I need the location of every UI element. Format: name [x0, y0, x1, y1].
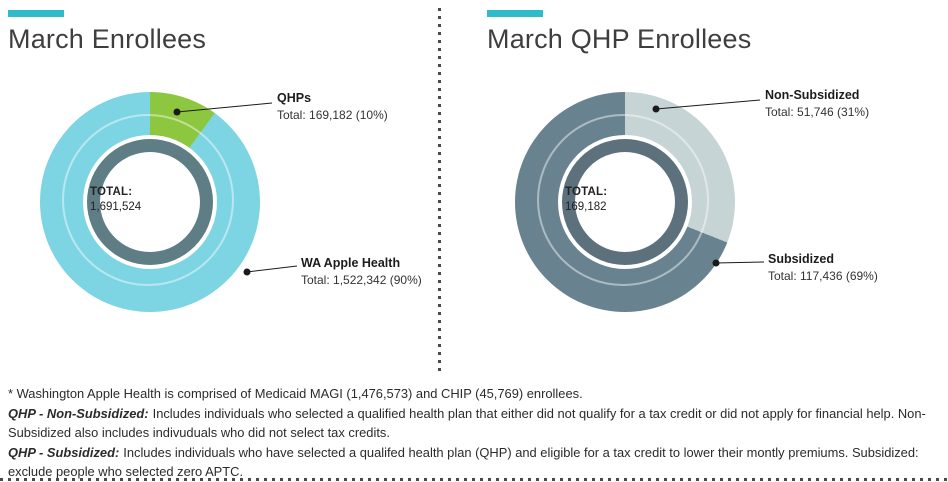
donut-hole [575, 152, 675, 252]
donut-chart-march-enrollees: TOTAL: 1,691,524 [40, 92, 260, 312]
callout-detail-wa-apple-health: Total: 1,522,342 (90%) [301, 273, 422, 287]
callout-detail-subsidized: Total: 117,436 (69%) [768, 269, 878, 283]
bottom-dotted-divider [0, 478, 948, 481]
chart-title-march-enrollees: March Enrollees [8, 24, 207, 54]
footnotes: * Washington Apple Health is comprised o… [8, 384, 942, 482]
footnote-text: Includes individuals who have selected a… [8, 444, 919, 480]
footnote-non-subsidized: QHP - Non-Subsidized: Includes individual… [8, 404, 942, 443]
callout-detail-qhps: Total: 169,182 (10%) [277, 108, 388, 122]
footnote-text: * Washington Apple Health is comprised o… [8, 386, 583, 401]
total-value: 169,182 [565, 201, 607, 213]
callout-non-subsidized: Non-Subsidized Total: 51,746 (31%) [765, 88, 869, 119]
donut-center-total: TOTAL: 169,182 [565, 186, 607, 213]
donut-chart-march-qhp-enrollees: TOTAL: 169,182 [515, 92, 735, 312]
callout-label-wa-apple-health: WA Apple Health [301, 256, 401, 270]
total-label: TOTAL: [565, 186, 608, 198]
total-value: 1,691,524 [90, 201, 142, 213]
donut-inner-stroke [62, 114, 234, 286]
footnote-lead: QHP - Subsidized: [8, 444, 120, 460]
donut-center-total: TOTAL: 1,691,524 [90, 186, 141, 213]
footnote-lead: QHP - Non-Subsidized: [8, 405, 149, 421]
footnote-text: Includes individuals who selected a qual… [8, 405, 926, 441]
callout-wa-apple-health: WA Apple Health Total: 1,522,342 (90%) [301, 256, 422, 287]
footnote-apple-health: * Washington Apple Health is comprised o… [8, 384, 942, 404]
subsidized-connector-line [715, 261, 765, 264]
callout-label-subsidized: Subsidized [768, 252, 834, 266]
accent-bar-march-qhp-enrollees [487, 10, 543, 17]
vertical-dotted-divider [438, 8, 441, 372]
chart-title-march-qhp-enrollees: March QHP Enrollees [487, 24, 752, 54]
donut-hole [100, 152, 200, 252]
donut-inner-stroke [537, 114, 709, 286]
wa-apple-health-connector-dot [243, 268, 251, 276]
callout-qhps: QHPs Total: 169,182 (10%) [277, 91, 388, 122]
wa-apple-health-connector-line [246, 265, 298, 273]
callout-detail-non-subsidized: Total: 51,746 (31%) [765, 105, 870, 119]
callout-label-qhps: QHPs [277, 91, 312, 105]
total-label: TOTAL: [90, 186, 133, 198]
callout-subsidized: Subsidized Total: 117,436 (69%) [768, 252, 878, 283]
callout-label-non-subsidized: Non-Subsidized [765, 88, 860, 102]
footnote-subsidized: QHP - Subsidized: Includes individuals wh… [8, 443, 942, 482]
accent-bar-march-enrollees [8, 10, 64, 17]
